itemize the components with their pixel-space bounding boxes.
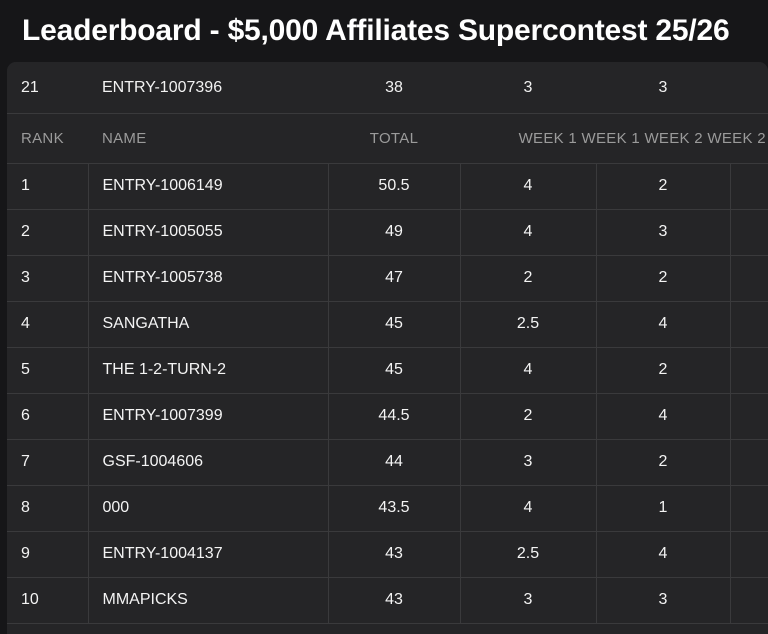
- cell-week1a: 4: [460, 347, 597, 394]
- table-row[interactable]: 5 THE 1-2-TURN-2 45 4 2: [7, 347, 768, 394]
- cell-week1a: 2: [460, 255, 597, 302]
- cell-week2a: [730, 255, 768, 302]
- cell-week2a: [730, 347, 768, 394]
- table-row[interactable]: 9 ENTRY-1004137 43 2.5 4: [7, 531, 768, 578]
- column-header-rank[interactable]: RANK: [7, 114, 88, 164]
- cell-name: GSF-1004606: [88, 439, 329, 486]
- table-row[interactable]: 10 MMAPICKS 43 3 3: [7, 577, 768, 624]
- cell-total: 43: [328, 577, 461, 624]
- cell-week1a: 4: [460, 209, 597, 256]
- cell-week1a: 2.5: [460, 531, 597, 578]
- pinned-row-name: ENTRY-1007396: [102, 79, 223, 96]
- cell-rank: 1: [7, 163, 89, 210]
- cell-week2a: [730, 163, 768, 210]
- cell-week1a: 4: [460, 163, 597, 210]
- cell-name: ENTRY-1007399: [88, 393, 329, 440]
- cell-week1b: 2: [596, 347, 731, 394]
- cell-week2a: [730, 393, 768, 440]
- cell-rank: 3: [7, 255, 89, 302]
- cell-week1b: 2: [596, 255, 731, 302]
- table-row[interactable]: 2 ENTRY-1005055 49 4 3: [7, 209, 768, 256]
- cell-rank: 9: [7, 531, 89, 578]
- cell-total: 49: [328, 209, 461, 256]
- pinned-row-total: 38: [385, 79, 403, 96]
- table-row[interactable]: 8 000 43.5 4 1: [7, 485, 768, 532]
- cell-total: 44: [328, 439, 461, 486]
- cell-rank: 8: [7, 485, 89, 532]
- cell-rank: 2: [7, 209, 89, 256]
- cell-name: MMAPICKS: [88, 577, 329, 624]
- table-row[interactable]: 3 ENTRY-1005738 47 2 2: [7, 255, 768, 302]
- leaderboard-table-body: 1 ENTRY-1006149 50.5 4 2 2 ENTRY-1005055 49 4 3 3 E…: [7, 163, 768, 624]
- table-row[interactable]: 6 ENTRY-1007399 44.5 2 4: [7, 393, 768, 440]
- table-row[interactable]: 7 GSF-1004606 44 3 2: [7, 439, 768, 486]
- cell-week1b: 1: [596, 485, 731, 532]
- cell-rank: 6: [7, 393, 89, 440]
- cell-week1a: 3: [460, 439, 597, 486]
- cell-total: 44.5: [328, 393, 461, 440]
- cell-week1b: 3: [596, 577, 731, 624]
- column-header-name[interactable]: NAME: [88, 114, 328, 164]
- cell-total: 43.5: [328, 485, 461, 532]
- cell-name: THE 1-2-TURN-2: [88, 347, 329, 394]
- cell-week1a: 2.5: [460, 301, 597, 348]
- table-header-row: RANK NAME TOTAL WEEK 1 WEEK 1 WEEK 2 WEE…: [7, 114, 768, 164]
- cell-name: 000: [88, 485, 329, 532]
- cell-total: 43: [328, 531, 461, 578]
- cell-rank: 10: [7, 577, 89, 624]
- cell-week1b: 4: [596, 531, 731, 578]
- leaderboard-card: 21 ENTRY-1007396 38 3 3 RANK NAME TOTAL …: [7, 62, 768, 634]
- cell-week1b: 2: [596, 163, 731, 210]
- table-row[interactable]: 1 ENTRY-1006149 50.5 4 2: [7, 163, 768, 210]
- cell-total: 45: [328, 347, 461, 394]
- cell-total: 45: [328, 301, 461, 348]
- pinned-row-week1b: 3: [658, 79, 668, 96]
- cell-week1b: 4: [596, 393, 731, 440]
- pinned-row-week1a: 3: [523, 79, 533, 96]
- cell-week1b: 4: [596, 301, 731, 348]
- cell-week2a: [730, 439, 768, 486]
- cell-week2a: [730, 577, 768, 624]
- cell-name: ENTRY-1006149: [88, 163, 329, 210]
- cell-week1a: 2: [460, 393, 597, 440]
- cell-rank: 7: [7, 439, 89, 486]
- cell-week2a: [730, 531, 768, 578]
- cell-week1b: 2: [596, 439, 731, 486]
- cell-week2a: [730, 485, 768, 532]
- cell-week1a: 3: [460, 577, 597, 624]
- column-header-weeks[interactable]: WEEK 1 WEEK 1 WEEK 2 WEEK 2 WEE: [460, 114, 768, 164]
- cell-total: 50.5: [328, 163, 461, 210]
- cell-name: ENTRY-1004137: [88, 531, 329, 578]
- cell-name: ENTRY-1005738: [88, 255, 329, 302]
- cell-name: ENTRY-1005055: [88, 209, 329, 256]
- cell-rank: 5: [7, 347, 89, 394]
- cell-week2a: [730, 301, 768, 348]
- column-header-total[interactable]: TOTAL: [328, 114, 460, 164]
- table-row[interactable]: 4 SANGATHA 45 2.5 4: [7, 301, 768, 348]
- pinned-row-rank: 21: [21, 79, 39, 96]
- cell-week1a: 4: [460, 485, 597, 532]
- cell-rank: 4: [7, 301, 89, 348]
- leaderboard-table: RANK NAME TOTAL WEEK 1 WEEK 1 WEEK 2 WEE…: [7, 114, 768, 624]
- cell-name: SANGATHA: [88, 301, 329, 348]
- pinned-entry-row[interactable]: 21 ENTRY-1007396 38 3 3: [7, 62, 768, 114]
- cell-week2a: [730, 209, 768, 256]
- page-title: Leaderboard - $5,000 Affiliates Supercon…: [22, 14, 730, 47]
- cell-total: 47: [328, 255, 461, 302]
- cell-week1b: 3: [596, 209, 731, 256]
